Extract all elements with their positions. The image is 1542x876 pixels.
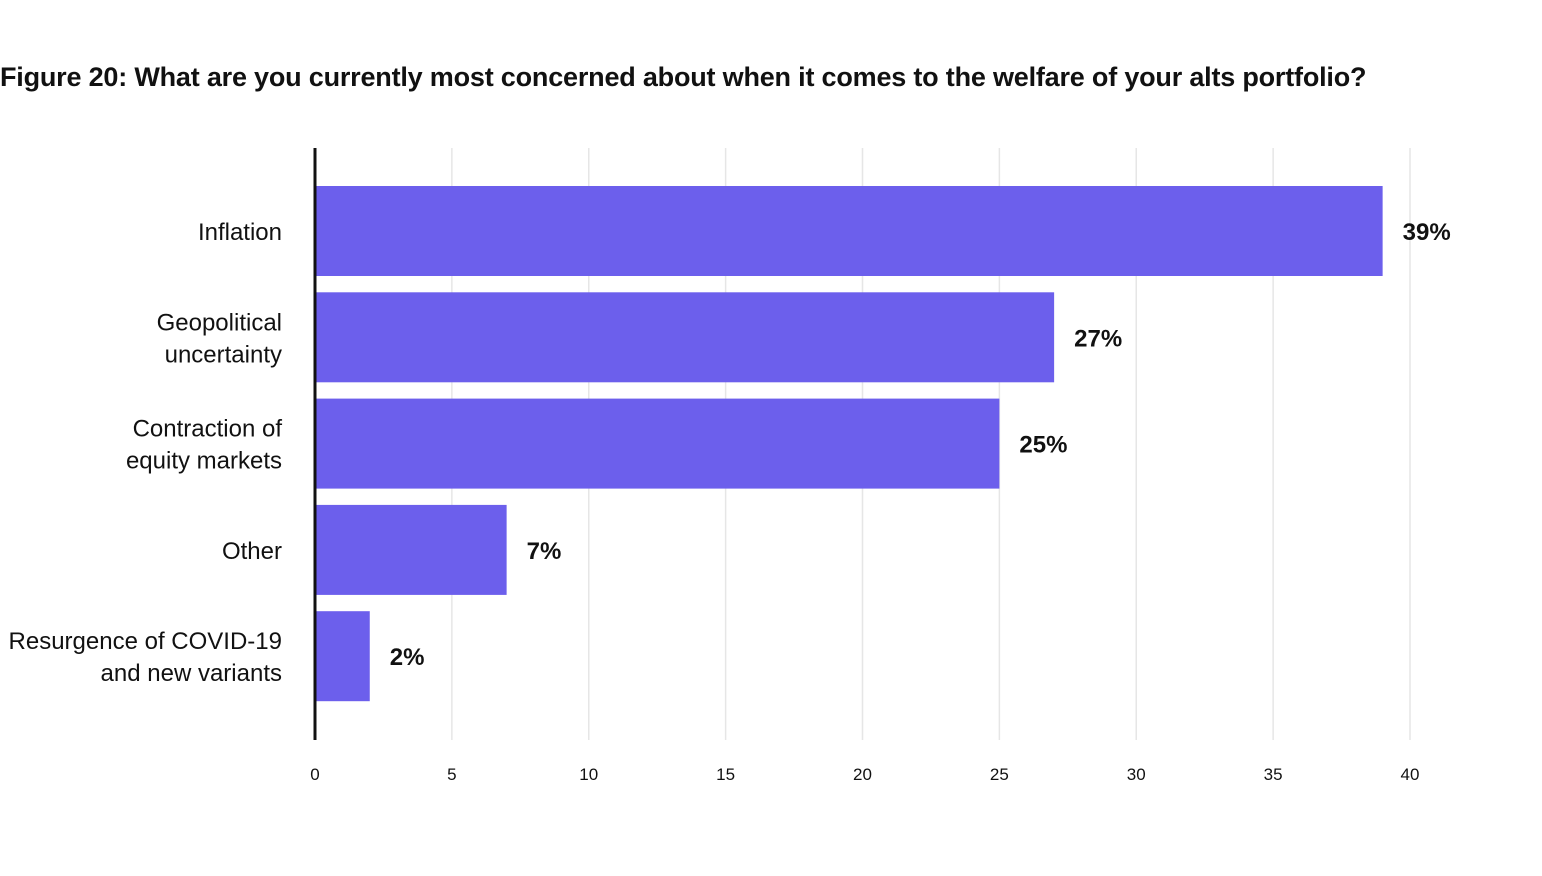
labels: 0 5 10 15 20 25 30 35 40 39% Inflation 27% Geopoliti… bbox=[9, 219, 1451, 784]
bar-2 bbox=[315, 398, 1000, 489]
category-label-1: Geopolitical uncertainty bbox=[157, 309, 282, 368]
category-label-line: equity markets bbox=[126, 448, 282, 475]
category-label-4: Resurgence of COVID-19 and new variants bbox=[9, 628, 282, 687]
value-label-2: 25% bbox=[1019, 432, 1067, 459]
bar-4 bbox=[315, 611, 370, 702]
x-tick-label-5: 5 bbox=[447, 765, 456, 784]
value-label-4: 2% bbox=[390, 644, 425, 671]
category-label-0: Inflation bbox=[198, 219, 282, 246]
bar-0 bbox=[315, 186, 1383, 276]
value-label-3: 7% bbox=[527, 538, 562, 565]
bar-3 bbox=[315, 504, 507, 595]
category-label-line: Other bbox=[222, 538, 282, 565]
chart-title: Figure 20: What are you currently most c… bbox=[0, 62, 1367, 92]
category-label-3: Other bbox=[222, 538, 282, 565]
category-label-line: and new variants bbox=[101, 660, 282, 687]
x-tick-label-35: 35 bbox=[1264, 765, 1283, 784]
category-label-line: Geopolitical bbox=[157, 309, 282, 336]
x-tick-label-10: 10 bbox=[579, 765, 598, 784]
x-tick-label-15: 15 bbox=[716, 765, 735, 784]
category-label-line: uncertainty bbox=[165, 341, 282, 368]
category-label-line: Resurgence of COVID-19 bbox=[9, 628, 282, 655]
value-label-0: 39% bbox=[1403, 219, 1451, 246]
value-label-1: 27% bbox=[1074, 325, 1122, 352]
category-label-line: Contraction of bbox=[133, 416, 283, 443]
x-tick-label-25: 25 bbox=[990, 765, 1009, 784]
x-tick-label-30: 30 bbox=[1127, 765, 1146, 784]
category-label-2: Contraction of equity markets bbox=[126, 416, 282, 475]
bar-1 bbox=[315, 292, 1055, 383]
x-tick-label-0: 0 bbox=[310, 765, 319, 784]
bars bbox=[315, 186, 1383, 702]
category-label-line: Inflation bbox=[198, 219, 282, 246]
x-tick-label-20: 20 bbox=[853, 765, 872, 784]
x-tick-label-40: 40 bbox=[1401, 765, 1420, 784]
